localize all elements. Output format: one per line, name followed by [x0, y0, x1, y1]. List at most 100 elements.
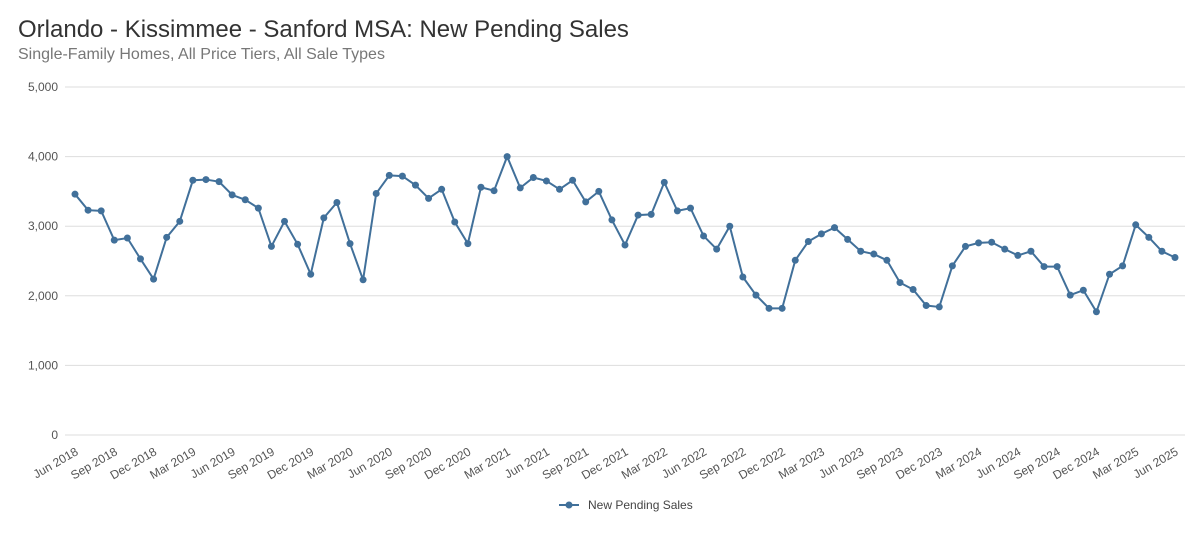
data-point[interactable] [490, 187, 498, 195]
y-axis-ticks: 0 1,000 2,000 3,000 4,000 5,000 [28, 80, 58, 442]
legend[interactable]: New Pending Sales [559, 498, 693, 512]
data-point[interactable] [1066, 291, 1074, 299]
data-point[interactable] [267, 242, 275, 250]
data-point[interactable] [1158, 247, 1166, 255]
data-point[interactable] [582, 198, 590, 206]
data-point[interactable] [123, 234, 131, 242]
data-point[interactable] [817, 230, 825, 238]
data-point[interactable] [150, 275, 158, 283]
data-point[interactable] [425, 194, 433, 202]
data-point[interactable] [307, 270, 315, 278]
data-point[interactable] [542, 177, 550, 185]
data-point[interactable] [804, 238, 812, 246]
data-point[interactable] [595, 187, 603, 195]
data-point[interactable] [896, 279, 904, 287]
data-point[interactable] [215, 178, 223, 186]
data-point[interactable] [1119, 262, 1127, 270]
data-point[interactable] [831, 224, 839, 232]
data-point[interactable] [359, 276, 367, 284]
x-tick-label: Jun 2025 [1131, 444, 1181, 481]
data-point[interactable] [1132, 221, 1140, 229]
data-point[interactable] [791, 256, 799, 264]
data-point[interactable] [961, 242, 969, 250]
series-new-pending-sales [71, 153, 1179, 316]
data-point[interactable] [660, 178, 668, 186]
data-point[interactable] [438, 185, 446, 193]
data-point[interactable] [163, 233, 171, 241]
legend-label: New Pending Sales [588, 498, 693, 512]
data-point[interactable] [176, 217, 184, 225]
data-point[interactable] [752, 291, 760, 299]
data-point[interactable] [713, 245, 721, 253]
data-point[interactable] [71, 190, 79, 198]
data-point[interactable] [857, 247, 865, 255]
data-point[interactable] [948, 262, 956, 270]
data-point[interactable] [922, 302, 930, 310]
series-line [74, 153, 1176, 315]
chart-subtitle: Single-Family Homes, All Price Tiers, Al… [18, 46, 385, 63]
legend-dot-marker [565, 501, 573, 509]
y-tick-label: 1,000 [28, 358, 58, 372]
data-point[interactable] [909, 286, 917, 294]
data-point[interactable] [569, 176, 577, 184]
data-point[interactable] [647, 210, 655, 218]
data-point[interactable] [1040, 263, 1048, 271]
data-point[interactable] [398, 172, 406, 180]
data-point[interactable] [228, 191, 236, 199]
data-point[interactable] [556, 185, 564, 193]
data-point[interactable] [241, 196, 249, 204]
data-point[interactable] [529, 173, 537, 181]
data-point[interactable] [1014, 251, 1022, 259]
data-point[interactable] [1145, 233, 1153, 241]
data-point[interactable] [608, 216, 616, 224]
data-point[interactable] [1079, 286, 1087, 294]
data-point[interactable] [935, 303, 943, 311]
data-point[interactable] [686, 204, 694, 212]
data-point[interactable] [883, 256, 891, 264]
data-point[interactable] [281, 217, 289, 225]
data-point[interactable] [202, 176, 210, 184]
data-point[interactable] [634, 211, 642, 219]
data-point[interactable] [451, 218, 459, 226]
data-point[interactable] [988, 238, 996, 246]
data-point[interactable] [464, 240, 472, 248]
chart-title: Orlando - Kissimmee - Sanford MSA: New P… [18, 16, 629, 43]
data-point[interactable] [411, 181, 419, 189]
gridlines [65, 86, 1185, 436]
data-point[interactable] [844, 235, 852, 243]
data-point[interactable] [1001, 245, 1009, 253]
data-point[interactable] [254, 204, 262, 212]
data-point[interactable] [870, 250, 878, 258]
data-point[interactable] [346, 240, 354, 248]
data-point[interactable] [97, 207, 105, 215]
data-point[interactable] [110, 236, 118, 244]
data-point[interactable] [516, 184, 524, 192]
data-point[interactable] [739, 273, 747, 281]
data-point[interactable] [84, 206, 92, 214]
data-point[interactable] [477, 183, 485, 191]
data-point[interactable] [1106, 270, 1114, 278]
data-point[interactable] [1053, 263, 1061, 271]
y-tick-label: 0 [51, 428, 58, 442]
data-point[interactable] [385, 171, 393, 179]
data-point[interactable] [621, 241, 629, 249]
data-point[interactable] [320, 214, 328, 222]
data-point[interactable] [189, 176, 197, 184]
data-point[interactable] [1171, 254, 1179, 262]
data-point[interactable] [1027, 247, 1035, 255]
data-point[interactable] [1092, 308, 1100, 316]
y-tick-label: 2,000 [28, 289, 58, 303]
data-point[interactable] [975, 239, 983, 247]
data-point[interactable] [700, 232, 708, 240]
data-point[interactable] [503, 153, 511, 161]
data-point[interactable] [333, 199, 341, 207]
data-point[interactable] [294, 240, 302, 248]
data-point[interactable] [765, 304, 773, 312]
data-point[interactable] [673, 207, 681, 215]
data-point[interactable] [136, 255, 144, 263]
data-point[interactable] [726, 222, 734, 230]
data-point[interactable] [372, 189, 380, 197]
y-tick-label: 3,000 [28, 219, 58, 233]
data-point[interactable] [778, 304, 786, 312]
